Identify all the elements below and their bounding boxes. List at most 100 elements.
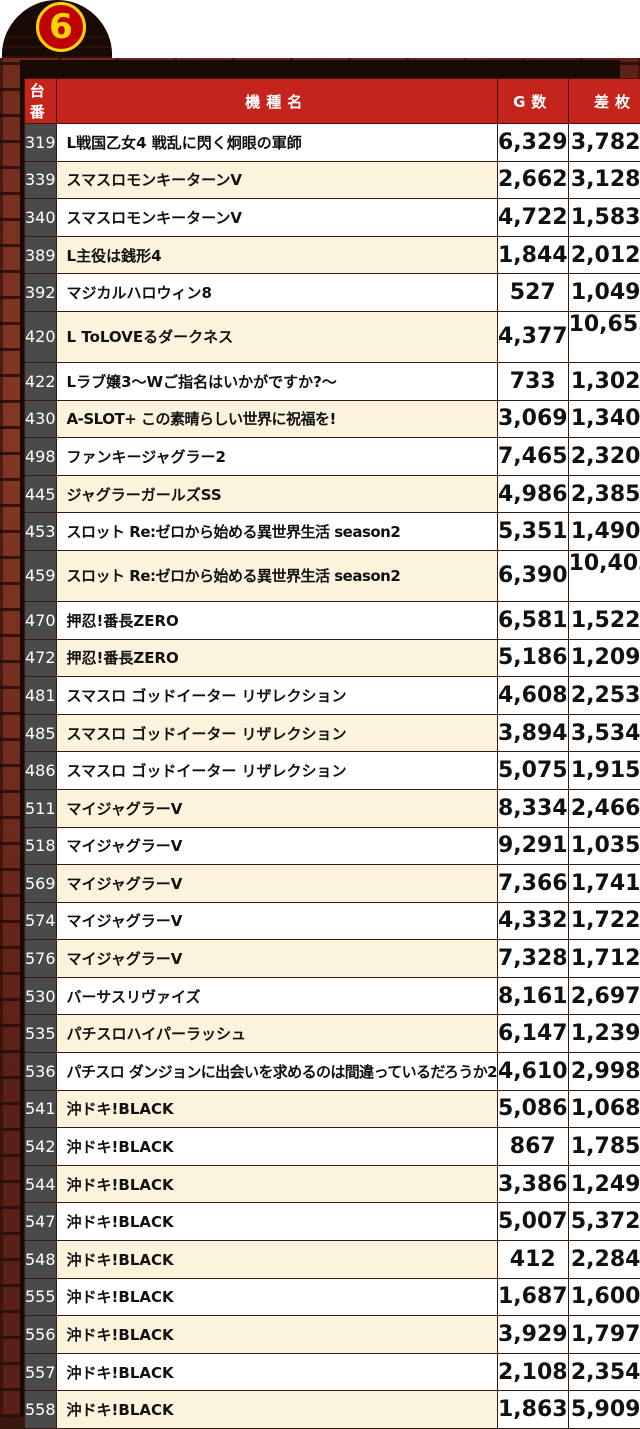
machine-name: 沖ドキ!BLACK: [56, 1316, 497, 1354]
coin-difference: 3,128枚: [568, 161, 640, 199]
machine-number: 518: [25, 827, 57, 865]
coin-difference: 1,722枚: [568, 902, 640, 940]
coin-difference-value: 2,385: [571, 482, 640, 507]
coin-difference-value: 1,600: [571, 1284, 640, 1309]
coin-difference: 2,466枚: [568, 789, 640, 827]
machine-name: バーサスリヴァイズ: [56, 977, 497, 1015]
coin-difference-value: 1,035: [571, 833, 640, 858]
game-count: 3,069: [497, 400, 568, 438]
coin-difference-value: 1,490: [571, 519, 640, 544]
machine-name: L ToLOVEるダークネス: [56, 311, 497, 362]
coin-difference: 2,385枚: [568, 475, 640, 513]
game-count: 4,608: [497, 677, 568, 715]
coin-difference: 10,403枚: [568, 550, 640, 601]
machine-number: 576: [25, 940, 57, 978]
machine-number: 557: [25, 1353, 57, 1391]
coin-difference-value: 1,522: [571, 608, 640, 633]
game-count: 6,390: [497, 550, 568, 601]
machine-name: 沖ドキ!BLACK: [56, 1391, 497, 1429]
coin-difference-value: 2,998: [571, 1059, 640, 1084]
game-count: 3,386: [497, 1165, 568, 1203]
game-count: 1,844: [497, 236, 568, 274]
coin-difference: 1,712枚: [568, 940, 640, 978]
coin-difference-value: 1,722: [571, 908, 640, 933]
coin-difference-value: 10,403: [569, 551, 640, 576]
coin-difference: 2,320枚: [568, 438, 640, 476]
coin-difference: 1,049枚: [568, 274, 640, 312]
game-count: 7,465: [497, 438, 568, 476]
game-count: 2,662: [497, 161, 568, 199]
game-count: 412: [497, 1241, 568, 1279]
game-count: 7,366: [497, 865, 568, 903]
machine-name: 沖ドキ!BLACK: [56, 1090, 497, 1128]
machine-number: 445: [25, 475, 57, 513]
header-machine-number: 台番: [25, 79, 57, 124]
machine-number: 542: [25, 1128, 57, 1166]
machine-name: パチスロハイパーラッシュ: [56, 1015, 497, 1053]
machine-number: 544: [25, 1165, 57, 1203]
coin-difference-value: 10,655: [569, 312, 640, 337]
coin-difference-value: 1,340: [571, 406, 640, 431]
coin-difference-value: 2,012: [571, 243, 640, 268]
machine-number: 556: [25, 1316, 57, 1354]
coin-difference-value: 1,583: [571, 205, 640, 230]
machine-number: 420: [25, 311, 57, 362]
game-count: 8,161: [497, 977, 568, 1015]
machine-name: マイジャグラーV: [56, 789, 497, 827]
coin-difference-value: 1,797: [571, 1322, 640, 1347]
game-count: 3,929: [497, 1316, 568, 1354]
machine-name: 沖ドキ!BLACK: [56, 1353, 497, 1391]
machine-name: マイジャグラーV: [56, 865, 497, 903]
game-count: 4,610: [497, 1053, 568, 1091]
coin-difference: 1,035枚: [568, 827, 640, 865]
machine-number: 430: [25, 400, 57, 438]
coin-difference: 5,372枚: [568, 1203, 640, 1241]
machine-name: スマスロモンキーターンV: [56, 161, 497, 199]
coin-difference: 1,249枚: [568, 1165, 640, 1203]
coin-difference-value: 2,320: [571, 444, 640, 469]
machine-number: 470: [25, 601, 57, 639]
coin-difference: 1,915枚: [568, 752, 640, 790]
coin-difference-value: 2,253: [571, 683, 640, 708]
coin-difference: 1,209枚: [568, 639, 640, 677]
machine-number: 535: [25, 1015, 57, 1053]
coin-difference-value: 3,782: [571, 130, 640, 155]
machine-name: 沖ドキ!BLACK: [56, 1241, 497, 1279]
machine-name: L主役は銭形4: [56, 236, 497, 274]
game-count: 5,351: [497, 513, 568, 551]
game-count: 9,291: [497, 827, 568, 865]
game-count: 4,377: [497, 311, 568, 362]
machine-number: 541: [25, 1090, 57, 1128]
coin-difference-value: 2,354: [571, 1360, 640, 1385]
coin-difference-value: 1,068: [571, 1096, 640, 1121]
game-count: 6,581: [497, 601, 568, 639]
machine-number: 481: [25, 677, 57, 715]
game-count: 2,108: [497, 1353, 568, 1391]
machine-name: マイジャグラーV: [56, 940, 497, 978]
coin-difference: 2,012枚: [568, 236, 640, 274]
coin-difference-value: 1,915: [571, 758, 640, 783]
machine-name: A-SLOT+ この素晴らしい世界に祝福を!: [56, 400, 497, 438]
